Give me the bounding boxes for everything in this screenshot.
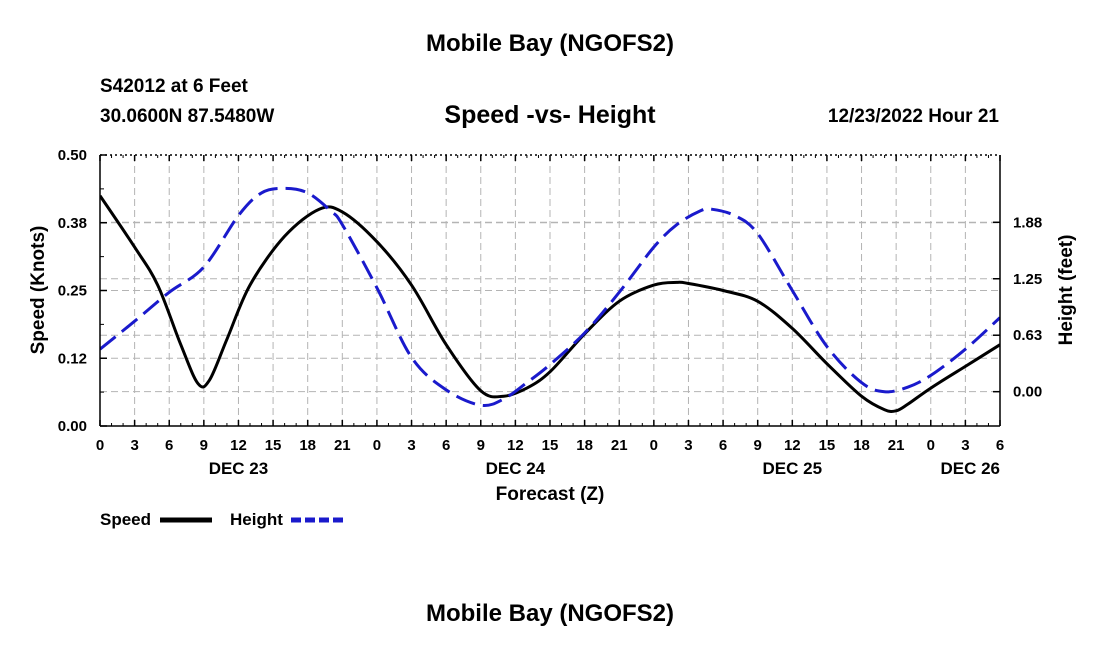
x-tick-label: 21 [334,437,351,454]
station-coordinates: 30.0600N 87.5480W [100,106,275,127]
x-date-label: DEC 25 [763,459,823,478]
x-date-label: DEC 24 [486,459,546,478]
x-axis-label: Forecast (Z) [496,484,605,505]
x-tick-label: 15 [819,437,836,454]
station-label: S42012 at 6 Feet [100,76,248,97]
y-axis-left-label: Speed (Knots) [28,226,49,355]
x-tick-label: 0 [373,437,381,454]
y-right-tick-label: 0.63 [1013,327,1042,344]
y-right-tick-label: 1.25 [1013,271,1042,288]
legend: Speed Height [100,510,343,529]
legend-label-height: Height [230,510,283,529]
x-date-label: DEC 26 [940,459,1000,478]
x-tick-label: 12 [784,437,801,454]
x-tick-label: 3 [130,437,138,454]
x-tick-label: 0 [650,437,658,454]
y-axis-right-label: Height (feet) [1056,235,1077,346]
forecast-timestamp: 12/23/2022 Hour 21 [827,106,999,127]
x-tick-label: 18 [576,437,593,454]
chart-subtitle: Speed -vs- Height [444,101,656,129]
x-tick-label: 15 [265,437,282,454]
x-tick-label: 3 [407,437,415,454]
x-date-label: DEC 23 [209,459,269,478]
y-left-tick-label: 0.00 [58,418,87,435]
x-tick-label: 6 [996,437,1004,454]
x-tick-label: 0 [96,437,104,454]
x-tick-label: 9 [200,437,208,454]
x-tick-label: 21 [888,437,905,454]
y-left-tick-label: 0.50 [58,147,87,164]
chart-main-title: Mobile Bay (NGOFS2) [425,30,675,57]
series-line-speed [100,194,1000,414]
x-tick-label: 18 [853,437,870,454]
y-left-tick-label: 0.38 [58,215,87,232]
series-layer [100,186,1000,414]
axes: 0 3 6 9 12 15 18 21 0 3 6 9 12 15 18 21 0 3 6 9 12 15 18 21 0 3 6 0… [58,147,1042,478]
x-tick-label: 12 [507,437,524,454]
series-line-height [100,186,1000,408]
y-right-tick-label: 0.00 [1013,384,1042,401]
x-tick-label: 21 [611,437,628,454]
x-tick-label: 6 [442,437,450,454]
y-right-tick-label: 1.88 [1013,214,1042,231]
x-tick-label: 18 [299,437,316,454]
x-tick-label: 9 [754,437,762,454]
x-tick-label: 3 [684,437,692,454]
x-tick-label: 0 [927,437,935,454]
footer-title: Mobile Bay (NGOFS2) [425,600,675,627]
x-tick-label: 12 [230,437,247,454]
x-tick-label: 9 [477,437,485,454]
x-tick-label: 3 [961,437,969,454]
x-tick-label: 6 [165,437,173,454]
x-tick-label: 6 [719,437,727,454]
legend-label-speed: Speed [100,510,151,529]
y-left-tick-label: 0.25 [58,283,87,300]
y-left-tick-label: 0.12 [58,350,87,367]
x-tick-label: 15 [542,437,559,454]
